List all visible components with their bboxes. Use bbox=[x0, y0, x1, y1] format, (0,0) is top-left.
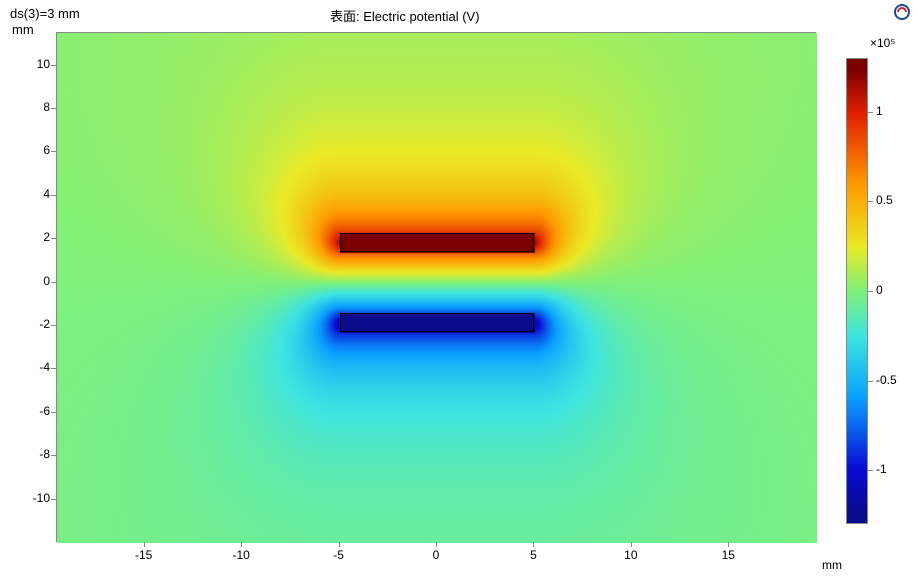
colorbar-tick-label: -1 bbox=[876, 462, 887, 476]
y-tick-mark bbox=[51, 108, 56, 109]
colorbar-tick-mark bbox=[868, 201, 873, 202]
colorbar-exponent: ×10⁵ bbox=[870, 36, 895, 50]
x-tick-label: 0 bbox=[416, 548, 456, 562]
colorbar-tick-mark bbox=[868, 112, 873, 113]
y-tick-label: 10 bbox=[20, 57, 50, 71]
y-tick-mark bbox=[51, 412, 56, 413]
y-tick-label: 6 bbox=[20, 143, 50, 157]
colorbar-tick-label: 0 bbox=[876, 283, 883, 297]
y-tick-mark bbox=[51, 195, 56, 196]
y-tick-label: 2 bbox=[20, 230, 50, 244]
x-tick-label: -10 bbox=[221, 548, 261, 562]
colorbar bbox=[846, 58, 868, 524]
y-tick-mark bbox=[51, 499, 56, 500]
y-tick-label: 8 bbox=[20, 100, 50, 114]
y-tick-mark bbox=[51, 151, 56, 152]
x-tick-label: -15 bbox=[124, 548, 164, 562]
y-tick-label: -2 bbox=[20, 317, 50, 331]
y-tick-mark bbox=[51, 65, 56, 66]
y-tick-label: -8 bbox=[20, 447, 50, 461]
field-heatmap bbox=[57, 33, 817, 543]
colorbar-tick-mark bbox=[868, 470, 873, 471]
y-axis-unit: mm bbox=[12, 22, 34, 37]
x-tick-mark bbox=[144, 542, 145, 547]
y-tick-label: -10 bbox=[20, 491, 50, 505]
x-tick-label: 15 bbox=[708, 548, 748, 562]
colorbar-tick-label: 1 bbox=[876, 104, 883, 118]
x-tick-mark bbox=[728, 542, 729, 547]
colorbar-tick-label: 0.5 bbox=[876, 193, 893, 207]
y-tick-mark bbox=[51, 325, 56, 326]
y-tick-label: 0 bbox=[20, 274, 50, 288]
plot-title: 表面: Electric potential (V) bbox=[330, 6, 480, 25]
bottom-electrode-outline bbox=[340, 313, 535, 333]
figure-container: ds(3)=3 mm 表面: Electric potential (V) mm… bbox=[0, 0, 916, 588]
top-electrode-outline bbox=[340, 233, 535, 253]
y-tick-mark bbox=[51, 282, 56, 283]
x-tick-mark bbox=[241, 542, 242, 547]
plot-area[interactable] bbox=[56, 32, 816, 542]
x-axis-unit: mm bbox=[822, 558, 842, 572]
y-tick-label: 4 bbox=[20, 187, 50, 201]
y-tick-label: -6 bbox=[20, 404, 50, 418]
x-tick-mark bbox=[533, 542, 534, 547]
y-tick-mark bbox=[51, 238, 56, 239]
comsol-logo-icon bbox=[894, 4, 910, 20]
y-tick-label: -4 bbox=[20, 360, 50, 374]
x-tick-label: 5 bbox=[513, 548, 553, 562]
x-tick-label: 10 bbox=[611, 548, 651, 562]
x-tick-mark bbox=[436, 542, 437, 547]
param-label: ds(3)=3 mm bbox=[10, 6, 80, 21]
x-tick-label: -5 bbox=[319, 548, 359, 562]
y-tick-mark bbox=[51, 455, 56, 456]
colorbar-tick-mark bbox=[868, 381, 873, 382]
y-tick-mark bbox=[51, 368, 56, 369]
x-tick-mark bbox=[339, 542, 340, 547]
colorbar-tick-label: -0.5 bbox=[876, 373, 897, 387]
x-tick-mark bbox=[631, 542, 632, 547]
colorbar-tick-mark bbox=[868, 291, 873, 292]
